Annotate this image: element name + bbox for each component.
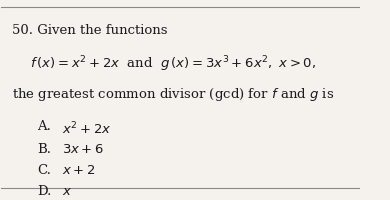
Text: $f\,(x) = x^2 + 2x$  and  $g\,(x) = 3x^3 + 6x^2,\ x > 0,$: $f\,(x) = x^2 + 2x$ and $g\,(x) = 3x^3 +… [30,54,316,74]
Text: 50. Given the functions: 50. Given the functions [12,24,168,37]
Text: B.: B. [37,143,51,156]
Text: D.: D. [37,185,51,198]
Text: $x^2 + 2x$: $x^2 + 2x$ [62,120,112,137]
Text: the greatest common divisor (gcd) for $f$ and $g$ is: the greatest common divisor (gcd) for $f… [12,86,335,103]
Text: $x + 2$: $x + 2$ [62,164,96,177]
Text: $x$: $x$ [62,185,73,198]
Text: $3x + 6$: $3x + 6$ [62,143,104,156]
Text: A.: A. [37,120,51,133]
Text: C.: C. [37,164,51,177]
